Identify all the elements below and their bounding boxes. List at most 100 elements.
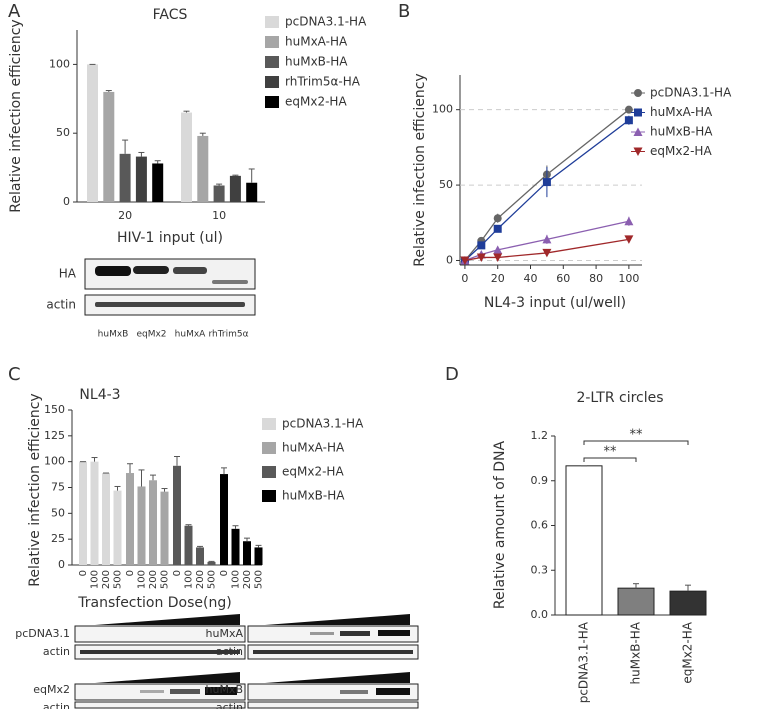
bar [160, 491, 169, 565]
x-tick-label: 100 [90, 570, 101, 589]
y-tick-label: 100 [432, 103, 453, 116]
blot-lane-label: eqMx2 [136, 330, 166, 340]
bar [173, 465, 181, 565]
legend-marker [633, 147, 643, 156]
point [542, 178, 551, 187]
point [477, 241, 486, 250]
point [542, 248, 552, 258]
x-tick-label: huMxB-HA [629, 621, 643, 684]
significance-label: ** [630, 428, 644, 443]
bar [135, 156, 147, 202]
y-tick-label: 150 [44, 403, 65, 416]
x-tick-label: 200 [195, 570, 206, 589]
legend-swatch [265, 96, 279, 108]
panel-letter: C [8, 364, 21, 385]
y-tick-label: 1.2 [531, 429, 549, 442]
point [624, 116, 633, 125]
blot-a [84, 258, 256, 316]
x-tick-label: pcDNA3.1-HA [577, 621, 591, 703]
x-tick-label: 40 [524, 272, 538, 285]
bar [197, 135, 209, 202]
x-tick-label: 500 [207, 570, 218, 589]
x-tick-label: 20 [118, 209, 132, 222]
bar [229, 175, 241, 202]
legend-label: huMxA-HA [650, 105, 713, 119]
point [624, 216, 634, 226]
x-tick-label: 100 [231, 570, 242, 589]
blot-row-label: actin [46, 298, 76, 312]
blots-c [74, 614, 419, 709]
y-axis-label: Relative infection efficiency [8, 19, 24, 212]
y-tick-label: 0 [63, 195, 70, 208]
legend-label: huMxA-HA [282, 441, 345, 455]
point [542, 234, 552, 244]
y-axis-label: Relative infection efficiency [412, 73, 428, 266]
bar [184, 525, 193, 565]
point [476, 253, 486, 262]
bar [152, 163, 164, 202]
bar [565, 465, 603, 616]
x-tick-label: eqMx2-HA [681, 621, 695, 683]
legend-swatch [265, 76, 279, 88]
x-tick-label: 100 [618, 272, 639, 285]
y-tick-label: 100 [44, 455, 65, 468]
chart-title: 2-LTR circles [576, 390, 663, 406]
x-tick-label: 80 [589, 272, 603, 285]
bar [113, 490, 122, 565]
y-tick-label: 0.3 [531, 563, 549, 576]
legend-label: pcDNA3.1-HA [285, 15, 367, 29]
blot-lane-label: huMxB [98, 330, 129, 340]
x-tick-label: 0 [219, 570, 230, 576]
blot-control-label: actin [43, 701, 70, 709]
legend-label: pcDNA3.1-HA [282, 417, 364, 431]
y-tick-label: 0.6 [531, 519, 549, 532]
x-tick-label: 500 [113, 570, 124, 589]
legend-label: huMxB-HA [285, 55, 348, 69]
bar [126, 473, 134, 565]
legend-swatch [262, 466, 276, 478]
point [624, 105, 633, 114]
legend-label: eqMx2-HA [285, 95, 347, 109]
blot-control-label: actin [216, 645, 243, 658]
bar [102, 473, 110, 565]
y-axis-label: Relative amount of DNA [492, 441, 508, 610]
y-tick-label: 50 [56, 126, 70, 139]
legend-marker [633, 127, 643, 136]
bar [119, 153, 131, 202]
bar [149, 480, 157, 565]
legend-swatch [265, 16, 279, 28]
x-tick-label: 60 [556, 272, 570, 285]
legend-label: pcDNA3.1-HA [650, 86, 732, 100]
point [493, 214, 502, 223]
x-tick-label: 500 [160, 570, 171, 589]
bar [79, 461, 87, 565]
bar [669, 590, 707, 616]
legend-label: eqMx2-HA [650, 144, 712, 158]
x-tick-label: 20 [491, 272, 505, 285]
chart-title: NL4-3 [79, 387, 120, 403]
x-tick-label: 200 [242, 570, 253, 589]
legend-label: huMxB-HA [282, 489, 345, 503]
bar [246, 182, 258, 202]
point [493, 224, 502, 233]
blot-control-label: actin [43, 645, 70, 658]
y-tick-label: 0 [58, 558, 65, 571]
significance-bracket [583, 457, 637, 462]
y-tick-label: 50 [439, 178, 453, 191]
y-tick-label: 50 [51, 506, 65, 519]
y-tick-label: 0 [446, 253, 453, 266]
point [493, 245, 503, 254]
x-axis-label: NL4-3 input (ul/well) [484, 295, 626, 311]
y-tick-label: 0.9 [531, 474, 549, 487]
bar [254, 547, 263, 565]
legend-label: huMxA-HA [285, 35, 348, 49]
bar [220, 474, 228, 565]
x-tick-label: 0 [78, 570, 89, 576]
significance-label: ** [604, 445, 618, 460]
x-axis-label: Transfection Dose(ng) [77, 595, 231, 611]
point [624, 235, 634, 244]
bar [617, 587, 655, 616]
legend-label: huMxB-HA [650, 125, 713, 139]
blot-label: huMxA [206, 627, 244, 640]
x-tick-label: 0 [461, 272, 468, 285]
